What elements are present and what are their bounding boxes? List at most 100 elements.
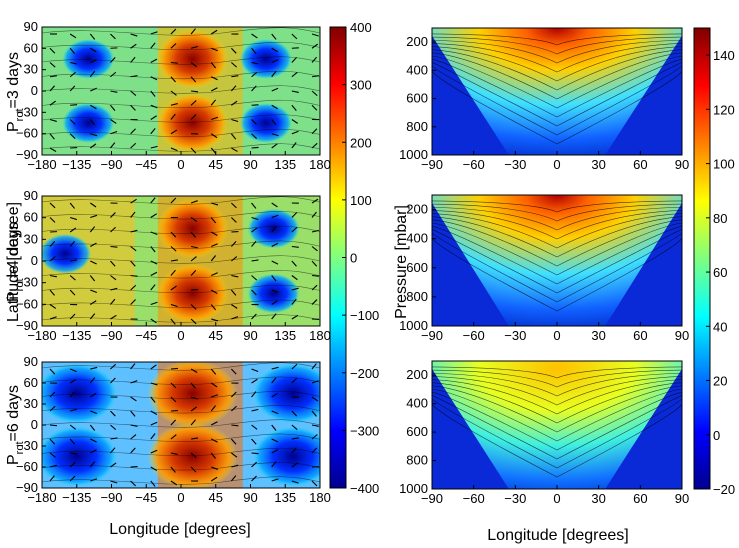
y-tick-label: 200 [406, 34, 428, 49]
colorbar-tick-label: −200 [350, 366, 379, 381]
y-tick-label: 1000 [399, 147, 428, 162]
x-tick-label: 30 [591, 491, 605, 506]
y-tick-label: −60 [16, 126, 38, 141]
x-tick-label: 0 [553, 157, 560, 172]
x-tick-label: 90 [243, 328, 257, 343]
right-panel-3: −90 −60 −30 0 30 60 90 200 400 600 800 1000 [399, 360, 689, 506]
x-tick-label: −90 [100, 490, 122, 505]
colorbar-tick-label: 100 [713, 157, 735, 172]
x-tick-label: −90 [100, 157, 122, 172]
left-panel-2: −180 −135 −90 −45 0 45 90 135 180 90 60 30 0 −30 −60 −9… [16, 188, 331, 343]
y-tick-label: 60 [24, 40, 38, 55]
row-label-2: Prot=4 days [5, 222, 26, 302]
x-tick-label: 180 [309, 490, 331, 505]
colorbar-tick-label: −100 [350, 308, 379, 323]
x-tick-label: 0 [177, 328, 184, 343]
y-tick-label: 600 [406, 91, 428, 106]
y-tick-label: 200 [406, 367, 428, 382]
colorbar-tick-label: 20 [713, 374, 727, 389]
x-tick-label: 90 [243, 157, 257, 172]
y-tick-label: 60 [24, 375, 38, 390]
y-tick-label: 0 [31, 417, 38, 432]
row-label-3: Prot=6 days [5, 385, 26, 465]
colorbar-tick-label: 300 [350, 78, 372, 93]
x-tick-label: 90 [675, 157, 689, 172]
x-tick-label: 45 [209, 157, 223, 172]
x-tick-label: −60 [463, 157, 485, 172]
y-tick-label: 600 [406, 424, 428, 439]
colorbar-tick-label: 80 [713, 211, 727, 226]
x-tick-label: −60 [463, 328, 485, 343]
x-tick-label: 60 [633, 157, 647, 172]
y-tick-label: 60 [24, 210, 38, 225]
x-tick-label: 30 [591, 157, 605, 172]
x-tick-label: −45 [135, 490, 157, 505]
colorbar-tick-label: −400 [350, 481, 379, 496]
left-panel-3: −180 −135 −90 −45 0 45 90 135 180 90 60 30 0 −30 −60 −9… [16, 354, 331, 505]
x-tick-label: −135 [62, 490, 91, 505]
x-tick-label: 30 [591, 328, 605, 343]
y-tick-label: 30 [24, 231, 38, 246]
x-tick-label: −90 [421, 491, 443, 506]
x-axis-label-right: Longitude [degrees] [487, 527, 628, 544]
x-tick-label: −30 [504, 491, 526, 506]
x-tick-label: 60 [633, 491, 647, 506]
x-tick-label: −180 [27, 157, 56, 172]
y-tick-label: −90 [16, 147, 38, 162]
y-tick-label: 90 [24, 19, 38, 34]
x-tick-label: 180 [309, 157, 331, 172]
y-tick-label: −30 [16, 104, 38, 119]
colorbar-tick-label: 0 [713, 428, 720, 443]
x-axis-label-left: Longitude [degrees] [109, 521, 250, 538]
y-tick-label: 1000 [399, 481, 428, 496]
x-tick-label: −135 [62, 328, 91, 343]
x-tick-label: −180 [27, 328, 56, 343]
y-axis-label-right: Pressure [mbar] [393, 205, 410, 319]
left-panel-1: −180 −135 −90 −45 0 45 90 135 180 90 60 30 0 −30 −60 −9… [16, 19, 331, 172]
colorbar-tick-label: 400 [350, 20, 372, 35]
y-tick-label: 0 [31, 83, 38, 98]
x-tick-label: 60 [633, 328, 647, 343]
y-tick-label: 90 [24, 354, 38, 369]
x-tick-label: 90 [675, 328, 689, 343]
y-axis-label-left: Latitude [degree] [5, 202, 22, 322]
y-tick-label: −30 [16, 275, 38, 290]
y-tick-label: 200 [406, 202, 428, 217]
y-tick-label: 30 [24, 396, 38, 411]
x-tick-label: 0 [177, 490, 184, 505]
x-tick-label: −135 [62, 157, 91, 172]
colorbar-tick-label: 200 [350, 135, 372, 150]
x-tick-label: −180 [27, 490, 56, 505]
x-tick-label: 0 [553, 491, 560, 506]
x-tick-label: 90 [675, 491, 689, 506]
x-tick-label: −45 [135, 328, 157, 343]
x-tick-label: −30 [504, 157, 526, 172]
y-tick-label: −60 [16, 296, 38, 311]
y-tick-label: 400 [406, 231, 428, 246]
colorbar-tick-label: −20 [713, 482, 735, 497]
y-tick-label: 1000 [399, 318, 428, 333]
x-tick-label: −30 [504, 328, 526, 343]
colorbar-tick-label: 100 [350, 193, 372, 208]
x-tick-label: −90 [421, 328, 443, 343]
colorbar-tick-label: 60 [713, 265, 727, 280]
y-tick-label: 600 [406, 260, 428, 275]
y-tick-label: 30 [24, 62, 38, 77]
right-panel-2: −90 −60 −30 0 30 60 90 200 400 600 800 1000 [399, 194, 689, 343]
left-colorbar: 400 300 200 100 0 −100 −200 −300 −400 [329, 20, 379, 496]
x-tick-label: 135 [274, 328, 296, 343]
colorbar-tick-label: 140 [713, 48, 735, 63]
right-colorbar: 140 120 100 80 60 40 20 0 −20 [693, 27, 735, 497]
y-tick-label: 800 [406, 119, 428, 134]
x-tick-label: 0 [177, 157, 184, 172]
x-tick-label: 45 [209, 490, 223, 505]
x-tick-label: −60 [463, 491, 485, 506]
y-tick-label: −30 [16, 438, 38, 453]
right-panel-1: −90 −60 −30 0 30 60 90 200 400 600 800 1000 [399, 27, 689, 172]
x-tick-label: 180 [309, 328, 331, 343]
y-tick-label: 800 [406, 289, 428, 304]
y-tick-label: −90 [16, 480, 38, 495]
x-tick-label: −90 [421, 157, 443, 172]
x-tick-label: 135 [274, 157, 296, 172]
x-tick-label: −45 [135, 157, 157, 172]
